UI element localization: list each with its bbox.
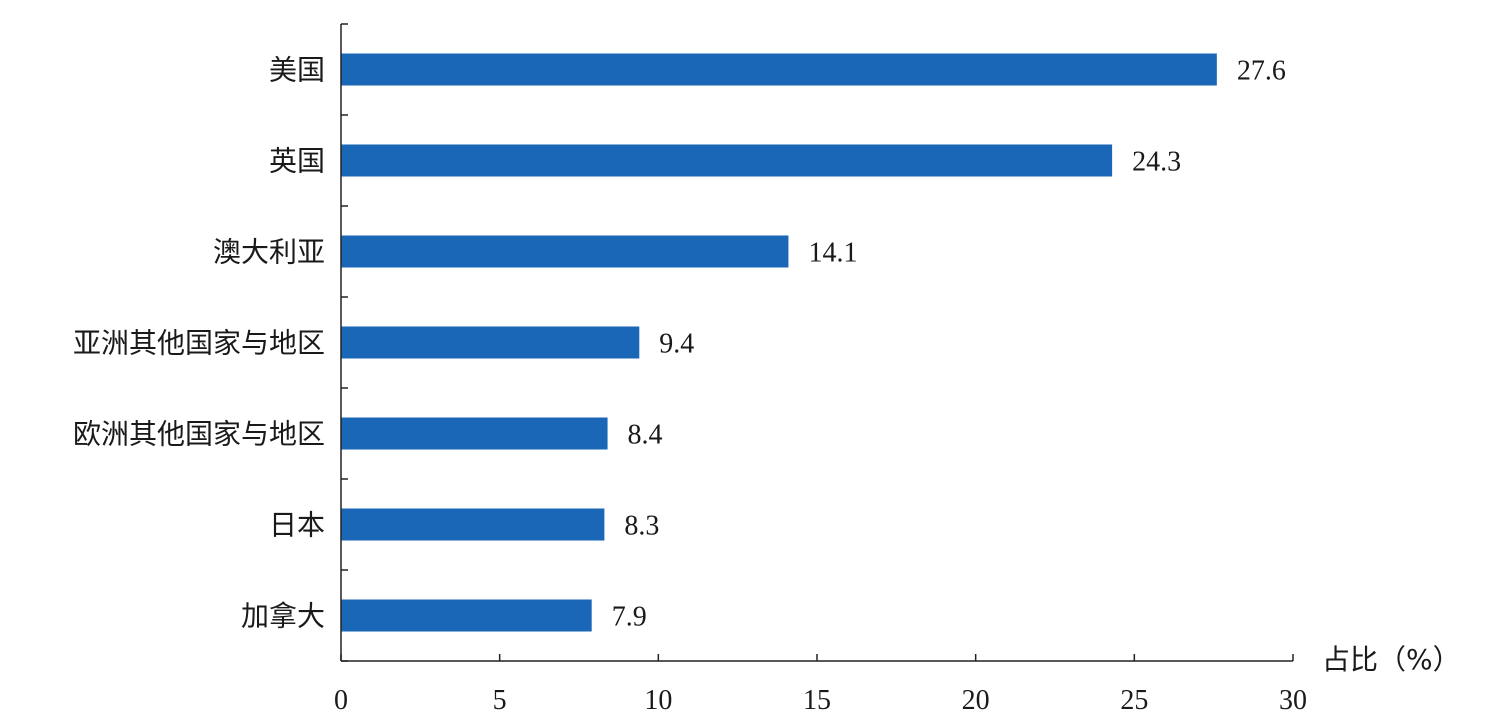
value-label: 9.4 — [659, 329, 694, 360]
category-label: 美国 — [269, 54, 325, 87]
x-tick-label: 5 — [493, 685, 507, 716]
bars-group — [341, 53, 1217, 632]
value-label: 27.6 — [1237, 56, 1286, 87]
y-ticks-group — [341, 23, 348, 662]
category-label: 英国 — [269, 145, 325, 178]
category-label: 亚洲其他国家与地区 — [73, 327, 325, 360]
x-tick-label: 15 — [803, 685, 831, 716]
value-label: 24.3 — [1132, 147, 1181, 178]
value-label: 14.1 — [808, 238, 857, 269]
x-axis-title: 占比（%） — [1322, 643, 1461, 676]
category-label: 澳大利亚 — [213, 236, 325, 269]
bar — [341, 508, 605, 541]
bar — [341, 599, 592, 632]
category-label: 日本 — [269, 509, 325, 542]
x-tick-label: 0 — [334, 685, 348, 716]
x-tick-label: 30 — [1279, 685, 1307, 716]
category-label: 加拿大 — [241, 600, 325, 633]
x-ticks-group — [340, 654, 1294, 661]
value-label: 7.9 — [612, 602, 647, 633]
bar — [341, 144, 1113, 177]
bar — [341, 326, 640, 359]
x-tick-labels-group: 0 5 10 15 20 25 30 — [334, 685, 1307, 716]
value-label: 8.3 — [624, 511, 659, 542]
x-tick-label: 25 — [1120, 685, 1148, 716]
x-tick-label: 10 — [644, 685, 672, 716]
bar — [341, 235, 789, 268]
x-tick-label: 20 — [962, 685, 990, 716]
category-label: 欧洲其他国家与地区 — [73, 418, 325, 451]
value-label: 8.4 — [628, 420, 663, 451]
bar — [341, 53, 1217, 86]
value-labels-group: 27.6 24.3 14.1 9.4 8.4 8.3 7.9 — [612, 56, 1286, 633]
bar — [341, 417, 608, 450]
